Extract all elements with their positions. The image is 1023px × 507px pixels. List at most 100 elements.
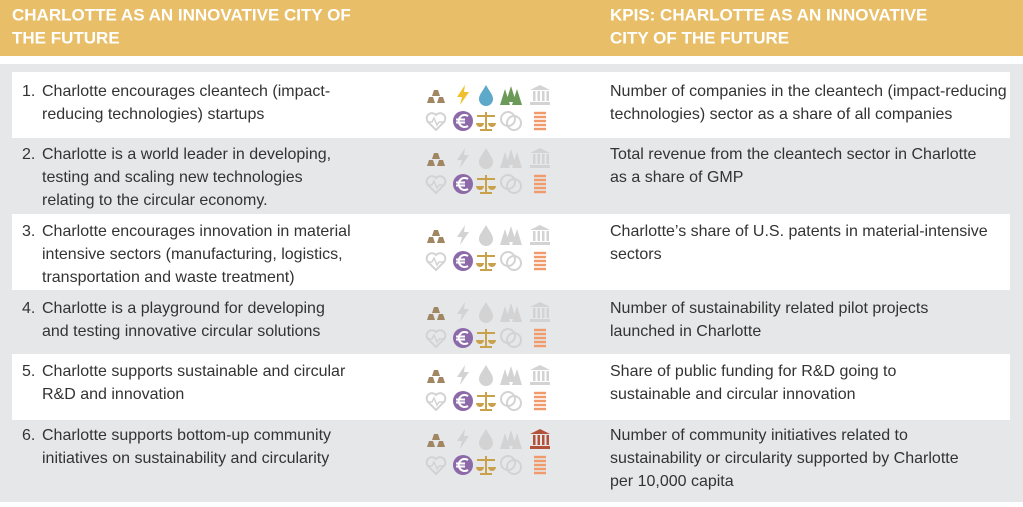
header-left: THE FUTURE (12, 28, 120, 47)
icon-part (546, 435, 549, 445)
icon (479, 302, 493, 323)
icon-part (534, 182, 546, 186)
icon-part (427, 314, 435, 320)
icon-part (506, 303, 516, 319)
icon-part (453, 391, 473, 411)
icon-part (425, 329, 447, 349)
icon-part (457, 85, 469, 105)
icon-part (530, 148, 550, 153)
icon-part (533, 371, 536, 381)
icon (500, 226, 522, 245)
icon-part (546, 371, 549, 381)
icon (457, 225, 469, 245)
icon-part (427, 460, 445, 471)
icon (453, 174, 473, 194)
goal-line: Charlotte encourages cleantech (impact- (42, 83, 330, 100)
goal-line: and testing innovative circular solution… (42, 323, 320, 340)
icon-part (534, 251, 546, 255)
icon (476, 175, 496, 194)
icon-part (457, 225, 469, 245)
icon-part (533, 435, 536, 445)
icon-part (533, 308, 536, 318)
icon-part (485, 252, 487, 269)
icon-part (480, 129, 492, 131)
icon-part (534, 463, 546, 467)
icon-part (537, 371, 540, 381)
icon-part (530, 302, 550, 307)
kpi-line: Number of community initiatives related … (610, 427, 908, 444)
icon-part (485, 175, 487, 192)
icon-part (476, 186, 496, 190)
icon-part (534, 115, 546, 119)
icon-part (479, 302, 493, 323)
goal-line: Charlotte supports bottom-up community (42, 427, 331, 444)
row-number: 1. (22, 83, 35, 100)
row-number: 2. (22, 146, 35, 163)
icon-part (479, 429, 493, 450)
icon-part (437, 160, 445, 166)
icon-part (506, 332, 522, 348)
icon-part (534, 344, 546, 348)
icon-part (534, 127, 546, 131)
icon (530, 302, 550, 322)
icon (425, 329, 447, 349)
icon-part (534, 459, 546, 463)
icon-part (542, 154, 545, 164)
kpi-line: per 10,000 capita (610, 473, 734, 490)
icon (530, 85, 550, 105)
goal-line: Charlotte encourages innovation in mater… (42, 223, 351, 240)
icon-part (534, 471, 546, 475)
kpi-line: sustainable and circular innovation (610, 386, 855, 403)
row-number: 4. (22, 300, 35, 317)
icon (425, 175, 447, 195)
goal-line: intensive sectors (manufacturing, logist… (42, 246, 343, 263)
icon (476, 456, 496, 475)
icon-part (530, 429, 550, 434)
icon (453, 111, 473, 131)
icon-part (432, 307, 440, 313)
icon-part (427, 237, 435, 243)
icon-part (534, 178, 546, 182)
header-right: CITY OF THE FUTURE (610, 28, 789, 47)
icon-part (506, 459, 522, 475)
icon (530, 225, 550, 245)
icon-part (485, 456, 487, 473)
icon-part (427, 396, 445, 407)
icon (453, 455, 473, 475)
icon (500, 86, 522, 105)
icon-part (537, 435, 540, 445)
icon-part (506, 226, 516, 242)
icon (453, 391, 473, 411)
icon-part (457, 302, 469, 322)
goal-line: reducing technologies) startups (42, 106, 264, 123)
icon-part (437, 441, 445, 447)
header-band (0, 0, 1023, 56)
icon (425, 392, 447, 412)
icon-part (506, 255, 522, 271)
icon-part (477, 178, 495, 180)
icon-part (542, 231, 545, 241)
icon-part (534, 123, 546, 127)
icon-part (479, 365, 493, 386)
icon-part (437, 377, 445, 383)
icon-part (437, 237, 445, 243)
icon-part (485, 329, 487, 346)
icon-part (437, 314, 445, 320)
icon (534, 251, 546, 271)
icon-part (530, 446, 550, 449)
icon-part (533, 231, 536, 241)
icon (427, 153, 445, 166)
row-number: 5. (22, 363, 35, 380)
icon-part (506, 366, 516, 382)
icon (427, 434, 445, 447)
icon (534, 391, 546, 411)
icon (479, 365, 493, 386)
icon-part (453, 455, 473, 475)
icon-part (456, 331, 469, 345)
icon-part (534, 263, 546, 267)
icon-part (534, 111, 546, 115)
icon-part (537, 308, 540, 318)
icon-part (477, 395, 495, 397)
icon-part (477, 459, 495, 461)
